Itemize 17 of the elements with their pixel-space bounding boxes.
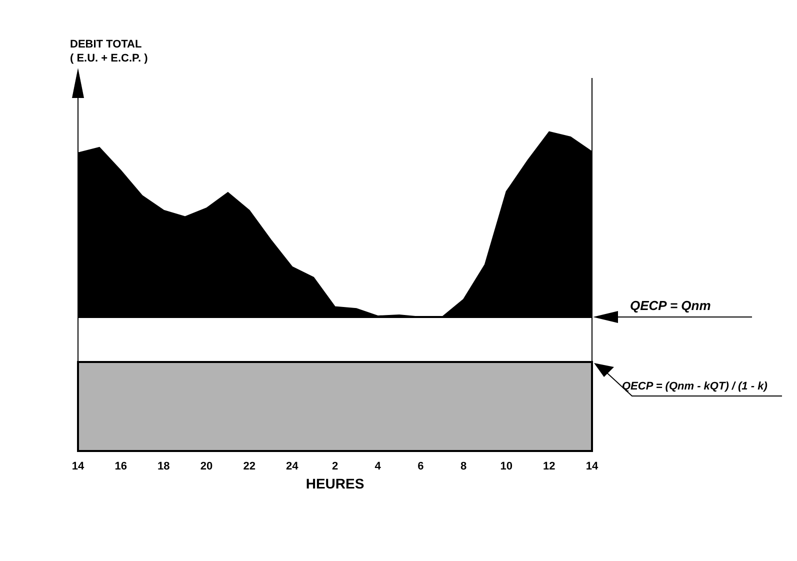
x-tick-label: 6 — [418, 460, 424, 473]
x-tick-label: 2 — [332, 460, 338, 473]
x-tick-label: 10 — [500, 460, 512, 473]
x-tick-label: 4 — [374, 460, 382, 473]
x-tick-label: 16 — [114, 460, 127, 473]
x-tick-label: 12 — [543, 460, 556, 473]
x-tick-label: 20 — [200, 460, 213, 473]
x-tick-label: 8 — [460, 460, 467, 473]
x-tick-label: 24 — [286, 460, 300, 473]
x-axis-title: HEURES — [306, 475, 364, 492]
band-label: QECP = (Qnm - kQT) / (1 - k) — [622, 380, 768, 392]
x-tick-label: 18 — [158, 460, 170, 473]
text: DEBIT TOTAL ( E.U. + E.C.P. ) — [70, 38, 148, 65]
x-tick-label: 14 — [72, 460, 85, 473]
x-tick-label: 14 — [586, 460, 599, 473]
x-tick-label: 22 — [243, 460, 256, 473]
ref-line-label: QECP = Qnm — [630, 298, 712, 314]
